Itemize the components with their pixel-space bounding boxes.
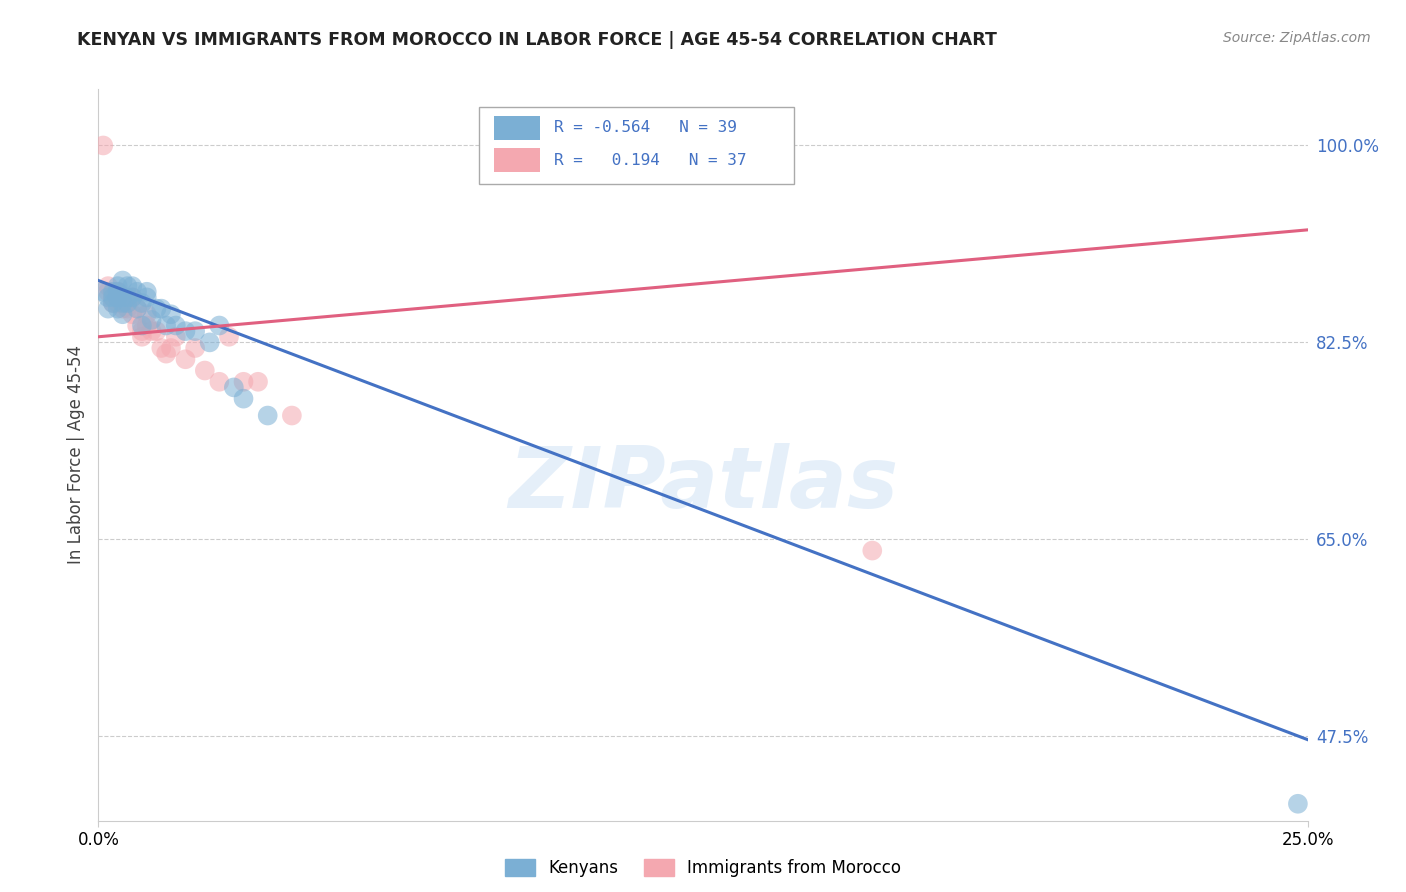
- Point: [141, 313, 163, 327]
- Text: R = -0.564   N = 39: R = -0.564 N = 39: [554, 120, 737, 136]
- Point: [145, 324, 167, 338]
- Point: [107, 285, 129, 299]
- Point: [232, 375, 254, 389]
- Point: [121, 307, 143, 321]
- Point: [101, 296, 124, 310]
- Point: [208, 318, 231, 333]
- Point: [91, 138, 114, 153]
- Point: [97, 301, 120, 316]
- Point: [107, 290, 129, 304]
- Text: Source: ZipAtlas.com: Source: ZipAtlas.com: [1223, 31, 1371, 45]
- Point: [101, 290, 124, 304]
- Point: [101, 285, 124, 299]
- Point: [111, 296, 134, 310]
- Point: [145, 301, 167, 316]
- Point: [107, 290, 129, 304]
- Point: [111, 307, 134, 321]
- Point: [127, 301, 149, 316]
- Legend: Kenyans, Immigrants from Morocco: Kenyans, Immigrants from Morocco: [499, 852, 907, 884]
- Point: [165, 318, 187, 333]
- Point: [194, 363, 217, 377]
- Point: [174, 324, 197, 338]
- FancyBboxPatch shape: [479, 108, 793, 185]
- Point: [117, 296, 139, 310]
- Point: [232, 392, 254, 406]
- Point: [141, 324, 163, 338]
- Point: [131, 296, 153, 310]
- Point: [127, 318, 149, 333]
- Point: [135, 307, 157, 321]
- Point: [247, 375, 270, 389]
- Point: [150, 341, 173, 355]
- Point: [174, 352, 197, 367]
- Point: [117, 290, 139, 304]
- Point: [184, 324, 207, 338]
- Point: [150, 301, 173, 316]
- Point: [860, 543, 883, 558]
- Point: [160, 341, 183, 355]
- Point: [101, 290, 124, 304]
- Point: [97, 285, 120, 299]
- Point: [117, 301, 139, 316]
- Point: [111, 273, 134, 287]
- Point: [111, 296, 134, 310]
- Point: [165, 330, 187, 344]
- Point: [208, 375, 231, 389]
- Text: ZIPatlas: ZIPatlas: [508, 442, 898, 525]
- Text: R =   0.194   N = 37: R = 0.194 N = 37: [554, 153, 747, 168]
- Point: [107, 279, 129, 293]
- Point: [131, 330, 153, 344]
- FancyBboxPatch shape: [494, 116, 540, 140]
- Point: [107, 285, 129, 299]
- Point: [218, 330, 240, 344]
- Point: [281, 409, 304, 423]
- Point: [222, 380, 245, 394]
- Y-axis label: In Labor Force | Age 45-54: In Labor Force | Age 45-54: [66, 345, 84, 565]
- Point: [131, 318, 153, 333]
- Point: [101, 296, 124, 310]
- Point: [97, 290, 120, 304]
- Point: [91, 285, 114, 299]
- Point: [111, 290, 134, 304]
- Point: [1286, 797, 1309, 811]
- Text: KENYAN VS IMMIGRANTS FROM MOROCCO IN LABOR FORCE | AGE 45-54 CORRELATION CHART: KENYAN VS IMMIGRANTS FROM MOROCCO IN LAB…: [77, 31, 997, 49]
- Point: [121, 290, 143, 304]
- Point: [111, 290, 134, 304]
- Point: [121, 290, 143, 304]
- Point: [111, 301, 134, 316]
- Point: [127, 285, 149, 299]
- Point: [107, 301, 129, 316]
- Point: [135, 318, 157, 333]
- Point: [184, 341, 207, 355]
- Point: [127, 301, 149, 316]
- FancyBboxPatch shape: [494, 148, 540, 172]
- Point: [131, 324, 153, 338]
- Point: [160, 307, 183, 321]
- Point: [256, 409, 278, 423]
- Point: [155, 346, 177, 360]
- Point: [117, 279, 139, 293]
- Point: [107, 296, 129, 310]
- Point: [121, 279, 143, 293]
- Point: [198, 335, 221, 350]
- Point: [155, 318, 177, 333]
- Point: [117, 296, 139, 310]
- Point: [135, 290, 157, 304]
- Point: [97, 279, 120, 293]
- Point: [135, 285, 157, 299]
